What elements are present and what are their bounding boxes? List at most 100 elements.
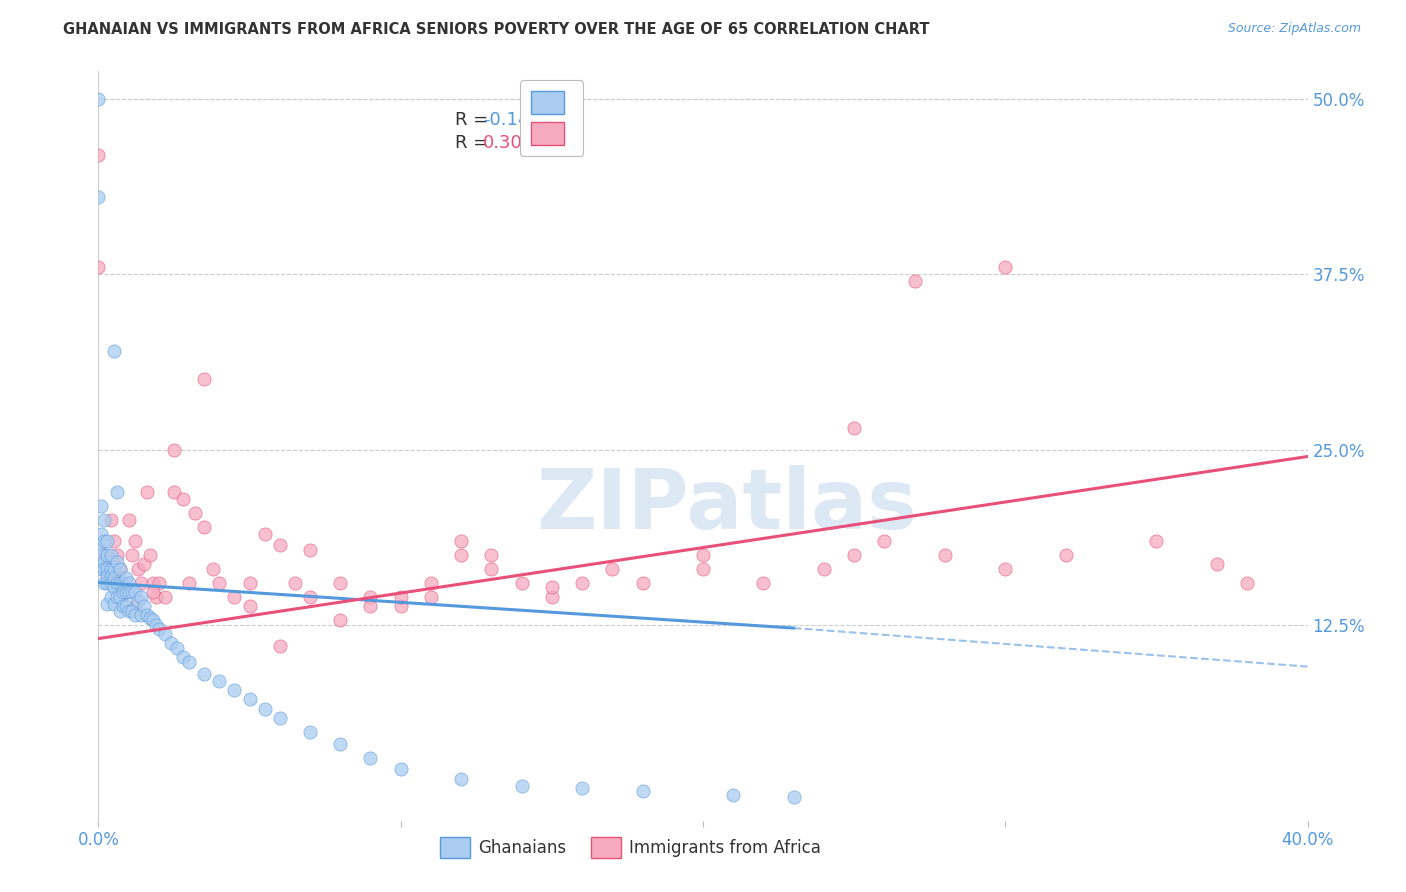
- Point: [389, 599, 412, 614]
- Point: [510, 575, 533, 590]
- Point: [299, 725, 322, 739]
- Point: [994, 260, 1017, 275]
- Point: [124, 585, 146, 599]
- Point: [224, 590, 246, 604]
- Point: [692, 561, 714, 575]
- Point: [148, 622, 170, 636]
- Point: [153, 590, 176, 604]
- Point: [299, 543, 322, 558]
- Point: [142, 575, 165, 590]
- Point: [96, 561, 118, 575]
- Point: [108, 575, 131, 590]
- Point: [103, 344, 125, 359]
- Point: [329, 737, 352, 751]
- Point: [114, 571, 136, 585]
- Point: [129, 575, 152, 590]
- Point: [93, 561, 115, 575]
- Point: [103, 533, 125, 548]
- Point: [420, 590, 443, 604]
- Text: R =: R =: [456, 112, 494, 129]
- Point: [100, 568, 122, 582]
- Point: [783, 789, 806, 804]
- Point: [540, 580, 562, 594]
- Text: 79: 79: [551, 112, 574, 129]
- Point: [127, 593, 149, 607]
- Point: [813, 561, 835, 575]
- Text: 75: 75: [551, 134, 574, 152]
- Point: [103, 597, 125, 611]
- Point: [108, 603, 131, 617]
- Point: [105, 484, 128, 499]
- Point: [96, 575, 118, 590]
- Point: [160, 636, 183, 650]
- Point: [904, 275, 927, 289]
- Point: [752, 575, 775, 590]
- Point: [87, 92, 110, 106]
- Point: [163, 484, 186, 499]
- Point: [172, 649, 194, 664]
- Point: [93, 533, 115, 548]
- Point: [121, 603, 143, 617]
- Point: [208, 673, 231, 688]
- Point: [299, 590, 322, 604]
- Point: [571, 781, 593, 796]
- Point: [121, 585, 143, 599]
- Point: [193, 372, 215, 386]
- Point: [329, 575, 352, 590]
- Point: [96, 561, 118, 575]
- Point: [103, 571, 125, 585]
- Point: [153, 627, 176, 641]
- Point: [360, 599, 382, 614]
- Point: [132, 599, 155, 614]
- Point: [329, 613, 352, 627]
- Point: [100, 561, 122, 575]
- Point: [1054, 548, 1077, 562]
- Point: [139, 548, 162, 562]
- Point: [631, 784, 654, 798]
- Point: [450, 772, 472, 786]
- Point: [93, 512, 115, 526]
- Legend: Ghanaians, Immigrants from Africa: Ghanaians, Immigrants from Africa: [433, 830, 828, 864]
- Point: [100, 548, 122, 562]
- Point: [269, 711, 291, 725]
- Point: [1206, 558, 1229, 572]
- Point: [631, 575, 654, 590]
- Point: [108, 561, 131, 575]
- Text: N =: N =: [520, 134, 572, 152]
- Point: [132, 558, 155, 572]
- Point: [145, 617, 167, 632]
- Point: [571, 575, 593, 590]
- Point: [90, 548, 112, 562]
- Point: [118, 585, 141, 599]
- Point: [96, 533, 118, 548]
- Point: [90, 561, 112, 575]
- Point: [100, 512, 122, 526]
- Point: [389, 762, 412, 776]
- Point: [100, 590, 122, 604]
- Point: [111, 575, 134, 590]
- Point: [844, 548, 866, 562]
- Point: [124, 533, 146, 548]
- Point: [111, 599, 134, 614]
- Point: [105, 590, 128, 604]
- Text: N =: N =: [524, 112, 575, 129]
- Point: [450, 548, 472, 562]
- Point: [239, 599, 262, 614]
- Text: ZIPatlas: ZIPatlas: [537, 466, 918, 547]
- Point: [481, 561, 503, 575]
- Point: [142, 585, 165, 599]
- Point: [692, 548, 714, 562]
- Point: [121, 548, 143, 562]
- Point: [118, 512, 141, 526]
- Point: [723, 789, 745, 803]
- Point: [111, 575, 134, 590]
- Point: [90, 526, 112, 541]
- Point: [93, 548, 115, 562]
- Point: [269, 538, 291, 552]
- Text: R =: R =: [456, 134, 494, 152]
- Point: [103, 580, 125, 594]
- Point: [253, 701, 276, 715]
- Point: [360, 590, 382, 604]
- Point: [163, 442, 186, 457]
- Point: [148, 575, 170, 590]
